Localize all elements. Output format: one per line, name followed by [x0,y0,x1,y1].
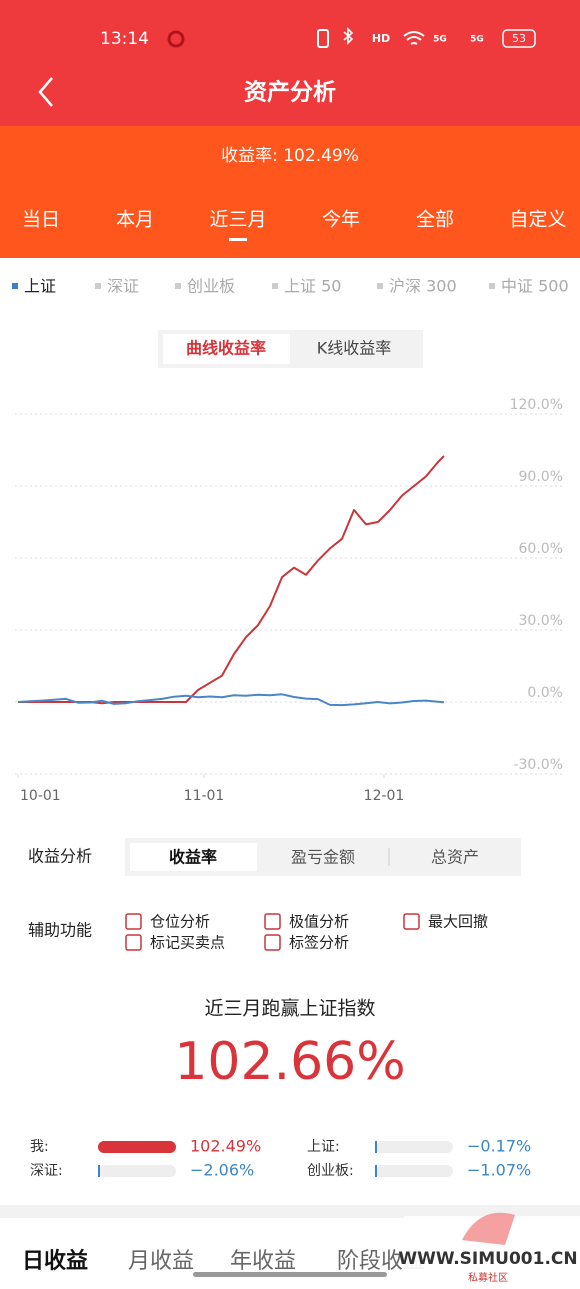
watermark-logo [462,1212,515,1245]
compare-label: 深证: [30,1163,63,1179]
home-indicator [193,1272,387,1277]
period-tab[interactable]: 今年 [322,209,360,231]
period-tab[interactable]: 当日 [22,209,60,231]
compare-label: 我: [30,1139,49,1155]
checkbox-label[interactable]: 极值分析 [289,913,349,931]
analysis-option[interactable]: 盈亏金额 [291,848,355,867]
checkbox[interactable] [264,913,281,930]
analysis-label: 收益分析 [28,847,92,866]
back-button[interactable] [38,77,53,107]
period-tab[interactable]: 本月 [116,209,154,231]
mode-option[interactable]: K线收益率 [317,339,392,358]
summary-headline: 近三月跑赢上证指数 [204,998,375,1020]
vibrate-icon [317,29,329,48]
checkbox[interactable] [125,934,142,951]
y-tick-label: 0.0% [527,685,563,701]
divider [0,1205,580,1218]
compare-track [98,1165,176,1177]
status-icon-label: 5G [470,35,484,45]
index-dot [272,283,278,289]
status-icon [167,30,185,48]
bottom-tab[interactable]: 年收益 [230,1249,296,1274]
checkbox[interactable] [264,934,281,951]
y-tick-label: 30.0% [519,613,563,629]
x-tick-label: 12-01 [364,788,405,804]
series-line [18,455,445,705]
battery-icon [502,29,536,48]
checkbox[interactable] [125,913,142,930]
mode-option[interactable]: 曲线收益率 [186,339,266,358]
watermark-name: 私募社区 [468,1271,508,1284]
toggle-active [130,843,257,871]
compare-bar [98,1165,100,1177]
checkbox-label[interactable]: 仓位分析 [150,913,210,931]
y-tick-label: -30.0% [513,757,563,773]
y-tick-label: 120.0% [510,397,563,413]
index-dot [489,283,495,289]
compare-value: −0.17% [467,1137,531,1156]
checkbox-label[interactable]: 最大回撤 [428,913,488,931]
index-tab[interactable]: 沪深 300 [389,277,457,296]
bottom-tab[interactable]: 月收益 [128,1249,194,1274]
compare-bar [98,1141,176,1153]
period-tab[interactable]: 近三月 [209,209,266,231]
compare-label: 上证: [307,1139,340,1155]
index-tab[interactable]: 上证 50 [284,277,341,296]
summary-value: 102.66% [174,1032,405,1092]
index-tab[interactable]: 深证 [107,277,139,296]
compare-value: −2.06% [190,1161,254,1180]
checkbox[interactable] [403,913,420,930]
x-tick-label: 11-01 [184,788,225,804]
status-icon-label: HD [372,32,390,45]
compare-value: −1.07% [467,1161,531,1180]
x-tick-label: 10-01 [20,788,61,804]
compare-track [375,1165,453,1177]
compare-bar [375,1165,377,1177]
battery-level: 53 [512,32,526,45]
y-tick-label: 60.0% [519,541,563,557]
compare-value: 102.49% [190,1137,261,1156]
page-title: 资产分析 [244,79,336,106]
header-bg [0,0,580,126]
analysis-option[interactable]: 总资产 [431,848,479,867]
compare-bar [375,1141,377,1153]
compare-track [375,1141,453,1153]
return-rate: 收益率: 102.49% [221,146,359,166]
toggle-active [163,334,290,364]
compare-label: 创业板: [307,1163,354,1179]
wifi-icon [403,31,425,45]
aux-label: 辅助功能 [28,921,92,940]
analysis-option[interactable]: 收益率 [169,848,217,867]
status-icon-label: 5G [433,35,447,45]
y-tick-label: 90.0% [519,469,563,485]
bluetooth-icon [343,27,354,45]
index-dot [12,283,18,289]
index-dot [377,283,383,289]
index-tab[interactable]: 创业板 [187,277,235,296]
checkbox-label[interactable]: 标签分析 [289,934,349,952]
checkbox-label[interactable]: 标记买卖点 [150,934,225,952]
index-tab[interactable]: 上证 [24,277,56,296]
index-dot [175,283,181,289]
index-dot [95,283,101,289]
index-tab[interactable]: 中证 500 [501,277,569,296]
period-tab[interactable]: 全部 [416,209,454,231]
bottom-tab[interactable]: 日收益 [22,1248,88,1274]
tab-indicator [229,238,247,241]
series-line [17,693,445,707]
watermark-url: WWW.SIMU001.CN [398,1249,577,1269]
summary-bg [0,126,580,258]
status-time: 13:14 [100,29,149,49]
period-tab[interactable]: 自定义 [509,209,566,231]
